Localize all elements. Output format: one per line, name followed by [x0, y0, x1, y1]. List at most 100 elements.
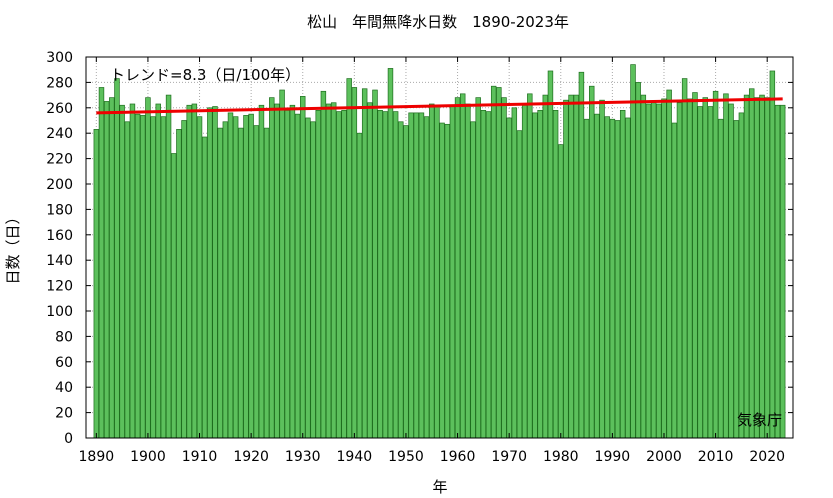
bar-1927: [284, 109, 290, 439]
bar-1929: [294, 113, 301, 439]
bar-1997: [645, 103, 652, 439]
y-tick-label: 0: [64, 431, 73, 447]
bar-1904: [165, 94, 172, 439]
x-tick-label: 1980: [543, 449, 579, 465]
bar-1952: [413, 112, 420, 439]
x-tick-label: 1900: [130, 449, 166, 465]
x-tick-label: 1990: [595, 449, 631, 465]
bar-1920: [248, 113, 254, 439]
bar-2001: [666, 89, 672, 439]
bar-2014: [733, 120, 739, 439]
y-tick-label: 20: [55, 406, 73, 422]
y-tick-label: 220: [46, 152, 73, 168]
bar-1897: [129, 103, 136, 439]
bar-2021: [769, 70, 776, 439]
x-tick-label: 1950: [388, 449, 424, 465]
x-tick-label: 1920: [233, 449, 269, 465]
bar-1949: [398, 121, 404, 439]
y-tick-label: 40: [55, 380, 73, 396]
bar-1890: [93, 129, 100, 439]
bar-1981: [563, 99, 569, 439]
bar-1917: [232, 116, 239, 439]
bar-1909: [191, 103, 198, 439]
bar-1912: [207, 107, 213, 439]
bar-2018: [754, 97, 760, 439]
bar-1919: [243, 115, 249, 439]
bar-1957: [439, 122, 445, 439]
bar-1953: [418, 112, 425, 439]
bar-1970: [506, 117, 512, 439]
bar-2011: [718, 118, 724, 439]
bar-1922: [258, 104, 265, 439]
trend-label: トレンド=8.3（日/100年）: [110, 66, 300, 84]
bar-1993: [625, 117, 631, 439]
bar-1977: [542, 94, 549, 439]
bar-1976: [537, 109, 543, 439]
y-axis-label: 日数（日）: [4, 209, 22, 284]
bar-1938: [341, 109, 347, 439]
bar-1903: [160, 116, 167, 439]
bar-1924: [269, 97, 275, 439]
bar-2002: [671, 122, 678, 439]
x-axis-label: 年: [432, 478, 447, 496]
bar-2006: [692, 92, 698, 439]
bar-1923: [263, 127, 270, 439]
bar-1968: [496, 87, 502, 439]
bar-2012: [723, 93, 729, 439]
bar-1915: [222, 121, 229, 439]
bar-1896: [124, 121, 131, 439]
bar-2017: [748, 88, 755, 439]
bar-1963: [470, 121, 476, 439]
bar-1972: [516, 130, 523, 439]
bar-1958: [444, 123, 450, 439]
bar-1910: [196, 116, 203, 439]
bar-1983: [573, 94, 579, 439]
bar-1901: [150, 116, 156, 439]
y-tick-label: 180: [46, 202, 73, 218]
bar-1893: [109, 97, 115, 439]
bar-1950: [403, 125, 409, 439]
bar-1918: [238, 127, 244, 439]
bar-2004: [681, 78, 688, 439]
bar-1894: [114, 78, 120, 439]
bar-1974: [527, 93, 533, 439]
bar-1986: [589, 85, 595, 439]
bar-1975: [532, 112, 538, 439]
bar-2007: [697, 106, 703, 439]
x-tick-label: 1910: [182, 449, 218, 465]
bars: [93, 64, 786, 439]
bar-1948: [392, 111, 399, 439]
bar-1990: [609, 118, 616, 439]
bar-1911: [201, 136, 208, 439]
bar-1984: [578, 71, 585, 439]
bar-1982: [568, 94, 574, 439]
bar-1907: [181, 120, 187, 439]
bar-1937: [336, 111, 342, 439]
bar-1971: [511, 107, 518, 439]
bar-1966: [485, 111, 492, 439]
y-tick-label: 240: [46, 126, 73, 142]
bar-1895: [119, 104, 125, 439]
y-tick-label: 260: [46, 101, 73, 117]
bar-1921: [253, 125, 260, 439]
bar-2023: [779, 104, 786, 439]
bar-1931: [305, 117, 311, 439]
bar-1965: [480, 109, 487, 439]
x-tick-label: 2010: [698, 449, 734, 465]
x-tick-label: 1890: [79, 449, 115, 465]
bar-1967: [490, 85, 497, 439]
plot-frame: [85, 56, 794, 439]
bar-1989: [604, 116, 610, 439]
bar-1930: [300, 96, 306, 439]
bar-1914: [217, 127, 223, 439]
bar-2020: [764, 97, 770, 439]
x-tick-label: 2000: [646, 449, 682, 465]
bar-1936: [330, 102, 337, 439]
bar-1955: [429, 103, 435, 439]
bar-1944: [372, 89, 378, 439]
bar-1935: [325, 103, 332, 439]
bar-2008: [702, 97, 708, 439]
x-axis-ticks: 1890 1900 1910 1920 1930 1940 1950 1960 1970 1980…: [79, 57, 785, 465]
bar-2009: [707, 106, 714, 439]
bar-2016: [743, 94, 750, 439]
